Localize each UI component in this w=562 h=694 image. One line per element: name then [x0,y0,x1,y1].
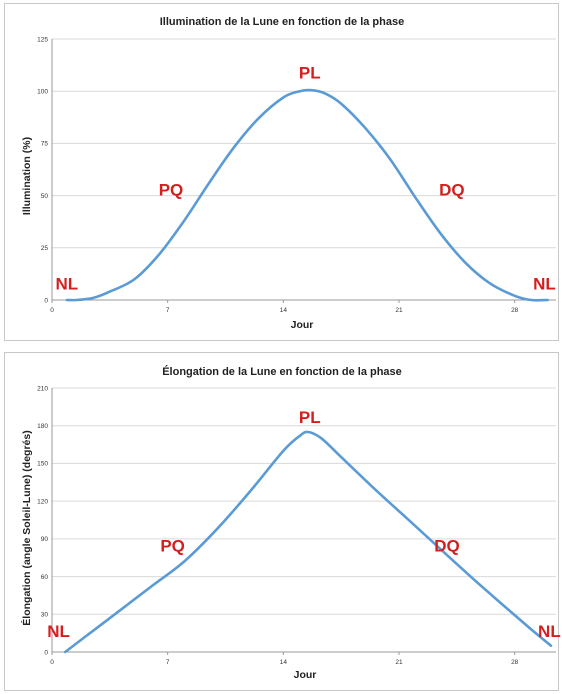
phase-label: NL [47,622,70,641]
y-axis-label: Illumination (%) [21,137,33,215]
y-tick-label: 150 [37,461,48,468]
elongation-chart-panel: Élongation de la Lune en fonction de la … [4,352,561,691]
x-tick-label: 14 [280,307,288,314]
x-tick-label: 21 [395,307,403,314]
x-axis-label: Jour [294,669,317,681]
series-line [63,430,553,654]
y-tick-label: 50 [41,193,49,200]
phase-label: NL [538,622,561,641]
y-tick-label: 125 [37,36,48,43]
phase-label: PL [299,64,321,83]
y-tick-label: 30 [41,612,49,619]
x-tick-label: 7 [166,307,170,314]
y-tick-label: 75 [41,141,49,148]
illumination-chart-panel: Illumination de la Lune en fonction de l… [4,3,559,341]
y-tick-label: 180 [37,423,48,430]
phase-label: PL [299,408,321,427]
x-tick-label: 0 [50,659,54,666]
x-tick-label: 28 [511,659,519,666]
phase-label: NL [56,275,79,294]
y-tick-label: 60 [41,574,49,581]
x-tick-label: 7 [166,659,170,666]
phase-label: PQ [159,181,184,200]
illumination-chart: Illumination de la Lune en fonction de l… [21,16,556,331]
phase-label: DQ [439,181,465,200]
x-tick-label: 0 [50,307,54,314]
phase-label: NL [533,275,556,294]
y-tick-label: 210 [37,385,48,392]
phase-label: PQ [160,536,185,555]
y-tick-label: 90 [41,536,49,543]
y-tick-label: 0 [44,297,48,304]
y-tick-label: 100 [37,89,48,96]
elongation-chart: Élongation de la Lune en fonction de la … [20,365,561,681]
y-axis-label: Élongation (angle Soleil-Lune) (degrés) [20,430,33,625]
series-line [65,88,549,302]
chart-title: Élongation de la Lune en fonction de la … [162,365,402,378]
chart-title: Illumination de la Lune en fonction de l… [160,16,404,28]
y-tick-label: 120 [37,498,48,505]
y-tick-label: 25 [41,245,49,252]
x-tick-label: 14 [280,659,288,666]
x-tick-label: 21 [395,659,403,666]
x-axis-label: Jour [291,319,314,331]
phase-label: DQ [434,536,460,555]
y-tick-label: 0 [44,649,48,656]
x-tick-label: 28 [511,307,519,314]
